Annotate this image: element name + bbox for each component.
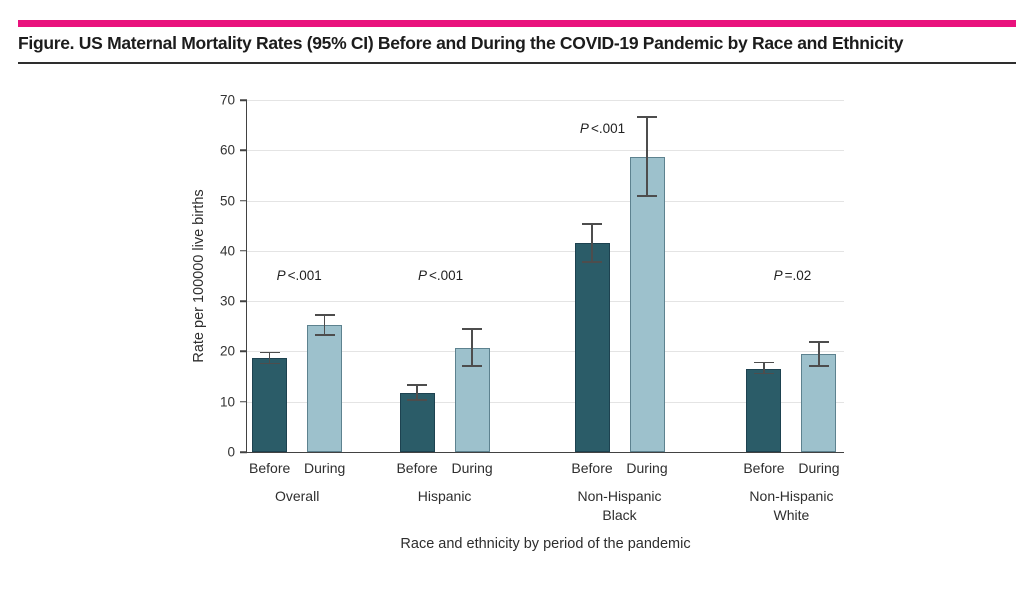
period-label-during-hispanic: During (451, 460, 493, 476)
bar-group-non-hispanic-black: Before During Non-Hispanic Black P <.001 (540, 100, 700, 540)
y-axis-title: Rate per 100000 live births (191, 189, 207, 363)
group-name-hispanic: Hispanic (365, 487, 525, 506)
group-name-line: White (773, 507, 810, 523)
y-tick-label-10: 10 (219, 393, 235, 409)
error-cap-low-during-hispanic (462, 365, 483, 367)
group-name-line: Black (602, 507, 637, 523)
bar-during-non-hispanic-black (629, 157, 665, 452)
period-label-before-hispanic: Before (396, 460, 438, 476)
error-cap-low-before-hispanic (407, 399, 428, 402)
error-cap-high-before-non-hispanic-black (582, 223, 603, 226)
error-bar-before-non-hispanic-white (763, 362, 765, 374)
error-cap-high-during-non-hispanic-black (637, 116, 658, 118)
p-value-label-overall: P <.001 (276, 268, 322, 283)
p-value-label-hispanic: P <.001 (418, 268, 464, 283)
bar-before-non-hispanic-black (574, 243, 610, 452)
group-name-line: Non-Hispanic (577, 488, 662, 504)
bar-during-non-hispanic-white (801, 354, 837, 452)
group-name-non-hispanic-white: Non-Hispanic White (711, 487, 871, 525)
error-cap-low-before-non-hispanic-black (582, 261, 603, 263)
figure-title: Figure. US Maternal Mortality Rates (95%… (18, 33, 904, 53)
y-tick-10 (240, 400, 247, 403)
gridline-60 (247, 150, 844, 152)
bar-before-hispanic (399, 392, 435, 452)
gridline-30 (247, 301, 844, 303)
period-label-before-overall: Before (249, 460, 291, 476)
error-cap-high-during-non-hispanic-white (808, 341, 829, 344)
error-cap-low-during-non-hispanic-white (808, 365, 829, 367)
y-tick-label-20: 20 (219, 343, 235, 359)
y-tick-20 (240, 350, 247, 353)
y-tick-label-50: 50 (219, 192, 235, 208)
x-axis-title: Race and ethnicity by period of the pand… (400, 536, 691, 552)
plot-area: Rate per 100000 live births Race and eth… (191, 93, 844, 552)
p-symbol: P (579, 121, 589, 137)
p-symbol: P (773, 268, 783, 283)
y-tick-30 (240, 300, 247, 302)
error-bar-during-non-hispanic-black (646, 117, 648, 197)
bar-before-non-hispanic-white (746, 369, 782, 452)
y-tick-40 (240, 250, 247, 252)
gridline-50 (247, 200, 844, 202)
y-tick-label-0: 0 (227, 444, 235, 460)
error-cap-high-before-hispanic (407, 384, 428, 387)
p-symbol: P (418, 268, 428, 283)
bar-group-overall: Before During Overall P <.001 (217, 100, 377, 540)
gridline-40 (247, 250, 844, 252)
bar-during-overall (307, 325, 343, 452)
period-label-before-non-hispanic-black: Before (571, 460, 613, 476)
period-label-during-non-hispanic-white: During (798, 460, 840, 476)
error-cap-low-before-overall (259, 362, 280, 365)
error-bar-before-hispanic (416, 385, 418, 401)
y-tick-60 (240, 149, 247, 152)
p-symbol: P (276, 268, 286, 283)
error-cap-low-before-non-hispanic-white (753, 372, 774, 375)
y-tick-0 (240, 451, 247, 453)
error-cap-high-during-overall (314, 314, 335, 317)
period-label-during-non-hispanic-black: During (626, 460, 668, 476)
bar-before-overall (252, 358, 288, 452)
y-tick-70 (240, 99, 247, 101)
y-tick-label-40: 40 (219, 243, 235, 259)
error-bar-before-overall (268, 352, 271, 364)
error-cap-high-before-overall (259, 351, 280, 354)
period-label-before-non-hispanic-white: Before (743, 460, 785, 476)
group-name-overall: Overall (217, 487, 377, 506)
p-value-label-non-hispanic-white: P =.02 (773, 268, 812, 283)
group-name-line: Hispanic (417, 488, 472, 504)
error-cap-high-during-hispanic (462, 327, 483, 330)
group-name-non-hispanic-black: Non-Hispanic Black (540, 487, 700, 525)
title-rule (18, 62, 1016, 64)
error-cap-low-during-non-hispanic-black (637, 195, 658, 197)
period-label-during-overall: During (304, 460, 346, 476)
group-name-line: Overall (274, 488, 320, 504)
error-bar-during-hispanic (471, 328, 473, 366)
error-bar-before-non-hispanic-black (591, 224, 593, 262)
error-bar-during-overall (323, 315, 326, 335)
y-tick-label-70: 70 (219, 92, 235, 108)
gridline-70 (247, 100, 844, 101)
y-tick-50 (240, 199, 247, 202)
error-cap-high-before-non-hispanic-white (753, 361, 774, 364)
y-tick-label-60: 60 (219, 142, 235, 158)
bar-group-hispanic: Before During Hispanic P <.001 (365, 100, 525, 540)
gridline-10 (247, 401, 844, 403)
error-bar-during-non-hispanic-white (818, 342, 820, 366)
bar-group-non-hispanic-white: Before During Non-Hispanic White P =.02 (711, 100, 871, 540)
group-name-line: Non-Hispanic (749, 488, 834, 504)
y-tick-label-30: 30 (219, 293, 235, 309)
accent-bar (18, 20, 1016, 27)
error-cap-low-during-overall (314, 333, 335, 336)
gridline-20 (247, 351, 844, 353)
p-value-label-non-hispanic-black: P <.001 (579, 121, 626, 137)
